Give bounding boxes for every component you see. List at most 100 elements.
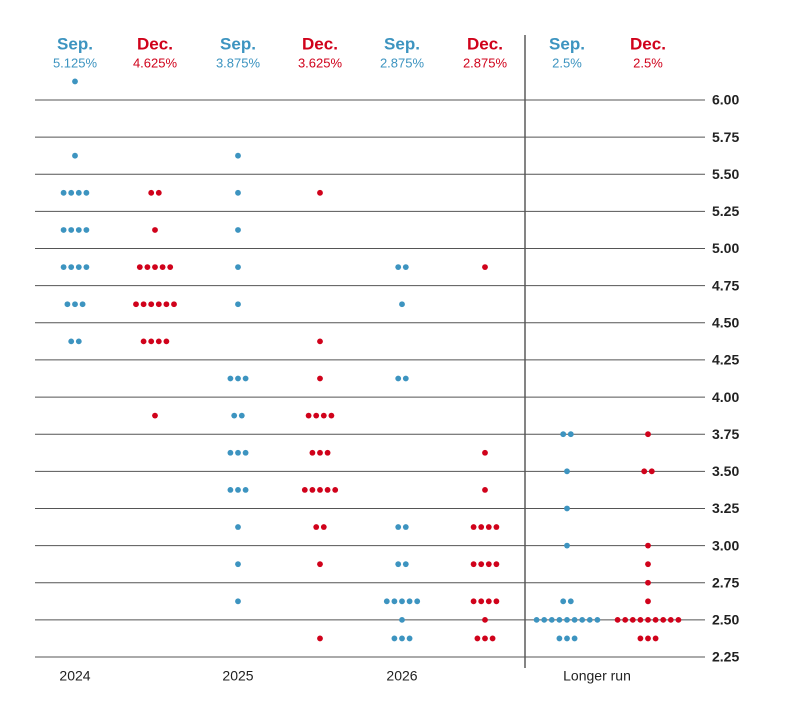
dot (645, 598, 651, 605)
median-label: 5.125% (53, 55, 98, 70)
dot (399, 616, 405, 623)
dot (140, 301, 147, 308)
dot (556, 635, 563, 642)
dot (641, 468, 648, 475)
series-name: Sep. (57, 34, 93, 53)
dot (235, 449, 241, 456)
dot (227, 449, 234, 456)
dot (402, 561, 409, 568)
dot (313, 412, 320, 419)
dot (391, 635, 398, 642)
dot (155, 301, 162, 308)
dot (317, 635, 323, 642)
dot (133, 301, 139, 308)
dot (399, 598, 405, 605)
dot (235, 227, 241, 233)
y-tick-label: 4.00 (712, 389, 739, 405)
dot (485, 561, 492, 568)
median-label: 2.5% (633, 55, 663, 70)
dot (482, 449, 488, 456)
dot (324, 449, 331, 456)
dot (317, 338, 323, 345)
group-label: Longer run (563, 668, 631, 684)
dot (152, 412, 158, 419)
dot (75, 189, 82, 196)
dot (395, 524, 402, 530)
dot (406, 635, 413, 642)
dot (560, 598, 567, 605)
dot (645, 542, 651, 549)
dot (83, 227, 90, 233)
dot (60, 189, 67, 196)
dot (482, 487, 488, 493)
group-label: 2025 (222, 668, 253, 684)
dot (167, 264, 174, 270)
dot (83, 189, 90, 196)
dot (474, 635, 481, 642)
dot (317, 189, 323, 196)
dot (317, 561, 323, 568)
dot (470, 524, 477, 530)
dot (645, 616, 651, 623)
dot (414, 598, 421, 605)
dot (75, 338, 82, 345)
dot (235, 487, 241, 493)
dot (313, 524, 320, 530)
dot (72, 152, 78, 159)
y-tick-label: 4.25 (712, 352, 739, 368)
series-name: Dec. (467, 34, 503, 53)
dot (68, 189, 75, 196)
dot (637, 635, 644, 642)
dot (317, 375, 323, 382)
dot (660, 616, 667, 623)
dot (645, 635, 651, 642)
dot (231, 412, 238, 419)
dot (301, 487, 308, 493)
dot (152, 264, 158, 270)
dot (645, 561, 651, 568)
series-name: Dec. (137, 34, 173, 53)
dot (478, 598, 485, 605)
dot (629, 616, 636, 623)
dot (235, 152, 241, 159)
dot (324, 487, 331, 493)
dot (482, 616, 488, 623)
dot (402, 524, 409, 530)
dot (72, 301, 78, 308)
y-tick-label: 5.75 (712, 129, 739, 145)
dot (171, 301, 177, 308)
y-tick-label: 5.00 (712, 240, 739, 256)
dot (571, 635, 578, 642)
dot (320, 412, 327, 419)
dot (309, 487, 316, 493)
dot (567, 598, 574, 605)
y-tick-label: 4.50 (712, 315, 739, 331)
dot (567, 431, 574, 438)
dot (482, 264, 488, 270)
dot (402, 264, 409, 270)
dot (148, 301, 155, 308)
dot (675, 616, 682, 623)
dot (242, 487, 249, 493)
dot (637, 616, 644, 623)
dot (317, 449, 323, 456)
y-tick-label: 3.25 (712, 500, 739, 516)
dot (579, 616, 586, 623)
dot (493, 598, 500, 605)
dot (64, 301, 71, 308)
dot (648, 468, 655, 475)
dot (235, 524, 241, 530)
y-tick-label: 2.75 (712, 574, 739, 590)
dot (645, 431, 651, 438)
median-label: 2.875% (463, 55, 508, 70)
dot (485, 524, 492, 530)
dot (564, 505, 570, 512)
dot (485, 598, 492, 605)
dot (242, 449, 249, 456)
dot (152, 227, 158, 233)
y-tick-label: 2.25 (712, 649, 739, 665)
dot (235, 264, 241, 270)
group-label: 2024 (59, 668, 90, 684)
dot (144, 264, 151, 270)
y-tick-label: 3.00 (712, 537, 739, 553)
